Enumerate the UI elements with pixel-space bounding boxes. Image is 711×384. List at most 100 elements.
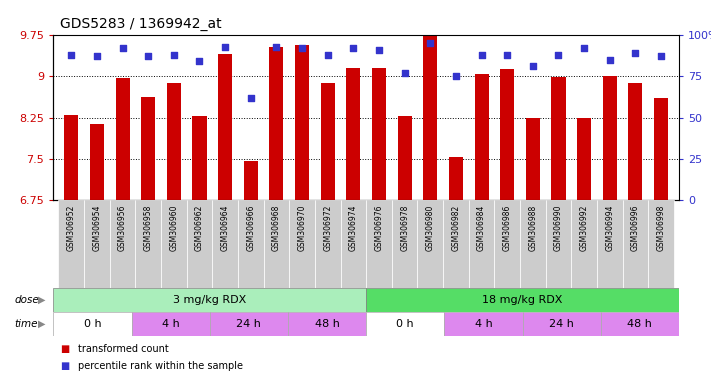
Text: GDS5283 / 1369942_at: GDS5283 / 1369942_at bbox=[60, 17, 222, 31]
Bar bbox=[132, 312, 210, 336]
Bar bbox=[321, 83, 335, 200]
Text: GSM306970: GSM306970 bbox=[298, 204, 306, 251]
Text: GSM306954: GSM306954 bbox=[92, 204, 102, 251]
Text: GSM306994: GSM306994 bbox=[605, 204, 614, 251]
Bar bbox=[500, 69, 514, 200]
Text: transformed count: transformed count bbox=[78, 344, 169, 354]
Bar bbox=[397, 116, 412, 200]
Text: GSM306974: GSM306974 bbox=[349, 204, 358, 251]
Bar bbox=[366, 288, 679, 312]
Point bbox=[656, 53, 667, 60]
Text: GSM306986: GSM306986 bbox=[503, 204, 512, 251]
Point bbox=[501, 52, 513, 58]
Bar bbox=[288, 312, 366, 336]
Text: 24 h: 24 h bbox=[550, 319, 574, 329]
Text: GSM306998: GSM306998 bbox=[656, 204, 665, 251]
Bar bbox=[526, 118, 540, 200]
Text: GSM306956: GSM306956 bbox=[118, 204, 127, 251]
Bar bbox=[264, 200, 289, 288]
Bar bbox=[341, 200, 366, 288]
Bar bbox=[109, 200, 135, 288]
Text: GSM306984: GSM306984 bbox=[477, 204, 486, 251]
Text: 48 h: 48 h bbox=[315, 319, 339, 329]
Bar bbox=[545, 200, 572, 288]
Bar bbox=[90, 124, 104, 200]
Point bbox=[322, 52, 333, 58]
Point bbox=[450, 73, 461, 79]
Bar bbox=[469, 200, 494, 288]
Point bbox=[348, 45, 359, 51]
Point bbox=[424, 40, 436, 46]
Text: GSM306990: GSM306990 bbox=[554, 204, 563, 251]
Point bbox=[142, 53, 154, 60]
Bar bbox=[315, 200, 341, 288]
Bar bbox=[187, 200, 213, 288]
Bar bbox=[572, 200, 597, 288]
Bar bbox=[654, 98, 668, 200]
Point bbox=[296, 45, 308, 51]
Point bbox=[579, 45, 590, 51]
Bar bbox=[577, 118, 591, 200]
Bar bbox=[289, 200, 315, 288]
Text: ▶: ▶ bbox=[38, 319, 46, 329]
Bar bbox=[623, 200, 648, 288]
Text: GSM306966: GSM306966 bbox=[246, 204, 255, 251]
Text: 0 h: 0 h bbox=[397, 319, 414, 329]
Point bbox=[604, 57, 616, 63]
Bar bbox=[372, 68, 386, 200]
Text: time: time bbox=[14, 319, 38, 329]
Point bbox=[373, 47, 385, 53]
Bar bbox=[58, 200, 84, 288]
Bar bbox=[64, 115, 78, 200]
Point bbox=[630, 50, 641, 56]
Bar bbox=[244, 161, 258, 200]
Bar bbox=[523, 312, 601, 336]
Bar bbox=[346, 68, 360, 200]
Bar bbox=[193, 116, 206, 200]
Text: GSM306980: GSM306980 bbox=[426, 204, 434, 251]
Bar bbox=[597, 200, 623, 288]
Text: GSM306972: GSM306972 bbox=[324, 204, 332, 251]
Bar bbox=[167, 83, 181, 200]
Bar bbox=[213, 200, 238, 288]
Text: GSM306976: GSM306976 bbox=[375, 204, 383, 251]
Bar bbox=[552, 77, 565, 200]
Text: GSM306968: GSM306968 bbox=[272, 204, 281, 251]
Point bbox=[527, 63, 538, 70]
Text: GSM306992: GSM306992 bbox=[579, 204, 589, 251]
Bar bbox=[218, 54, 232, 200]
Text: GSM306964: GSM306964 bbox=[220, 204, 230, 251]
Text: 18 mg/kg RDX: 18 mg/kg RDX bbox=[482, 295, 563, 305]
Bar bbox=[520, 200, 545, 288]
Point bbox=[194, 58, 205, 65]
Bar bbox=[449, 157, 463, 200]
Bar bbox=[474, 74, 488, 200]
Bar bbox=[444, 312, 523, 336]
Text: ■: ■ bbox=[60, 344, 70, 354]
Bar bbox=[238, 200, 264, 288]
Point bbox=[220, 43, 231, 50]
Bar bbox=[417, 200, 443, 288]
Point bbox=[169, 52, 180, 58]
Text: GSM306982: GSM306982 bbox=[451, 204, 461, 251]
Point bbox=[117, 45, 128, 51]
Text: GSM306960: GSM306960 bbox=[169, 204, 178, 251]
Text: GSM306996: GSM306996 bbox=[631, 204, 640, 251]
Bar bbox=[53, 288, 366, 312]
Text: 48 h: 48 h bbox=[628, 319, 652, 329]
Text: ■: ■ bbox=[60, 361, 70, 371]
Point bbox=[91, 53, 102, 60]
Point bbox=[65, 52, 77, 58]
Bar bbox=[135, 200, 161, 288]
Bar bbox=[648, 200, 674, 288]
Point bbox=[271, 43, 282, 50]
Bar bbox=[141, 97, 155, 200]
Bar bbox=[210, 312, 288, 336]
Bar bbox=[392, 200, 417, 288]
Text: GSM306978: GSM306978 bbox=[400, 204, 409, 251]
Text: GSM306952: GSM306952 bbox=[67, 204, 76, 251]
Bar bbox=[423, 34, 437, 200]
Bar bbox=[601, 312, 679, 336]
Bar bbox=[53, 312, 132, 336]
Text: GSM306958: GSM306958 bbox=[144, 204, 153, 251]
